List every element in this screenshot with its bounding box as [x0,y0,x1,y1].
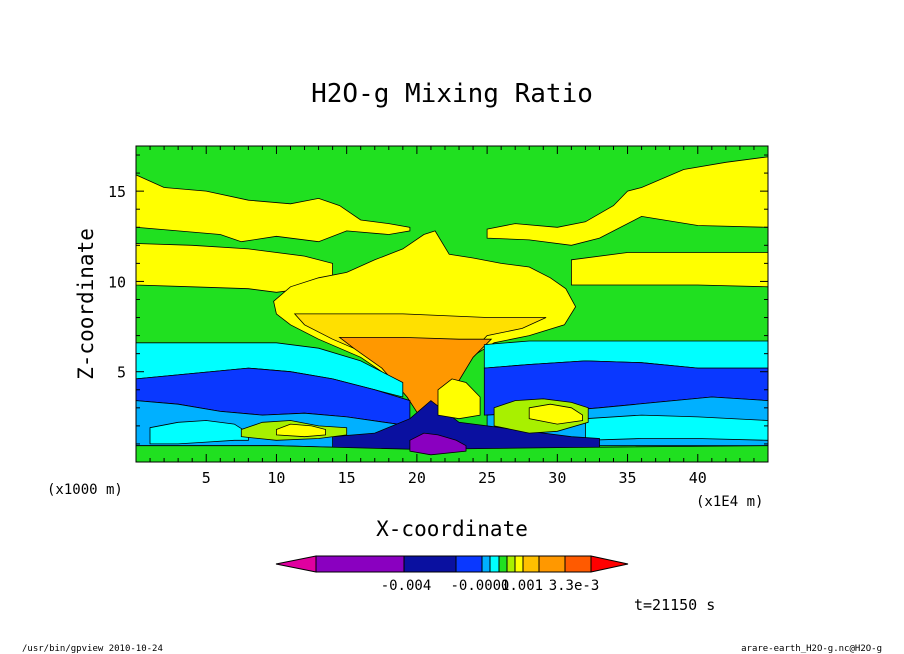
yellow-patch-left [276,423,326,438]
cyan-pool-left [149,420,249,445]
x-tick-label: 20 [408,469,426,487]
colorbar-swatch [514,555,524,573]
colorbar-swatch [403,555,457,573]
mid-yellow-right [571,252,769,288]
x-tick-label: 5 [202,469,211,487]
colorbar-arrow-left [275,555,317,573]
colorbar-arrow-right [590,555,629,573]
footer-left: /usr/bin/gpview 2010-10-24 [22,644,163,654]
colorbar-label: -0.0001 [450,578,509,594]
plot-frame [135,145,769,463]
x-unit-left: (x1000 m) [47,482,123,498]
x-axis-label: X-coordinate [376,517,528,541]
x-tick-label: 15 [338,469,356,487]
colorbar-swatch [538,555,566,573]
colorbar-swatch [315,555,405,573]
colorbar-label: -0.004 [381,578,432,594]
y-tick-label: 5 [117,364,126,382]
colorbar-legend [275,555,629,573]
x-tick-label: 35 [619,469,637,487]
colorbar-swatch [564,555,592,573]
x-unit-right: (x1E4 m) [696,494,763,510]
time-label: t=21150 s [634,596,715,614]
axis-ticks: 5 10 15 20 25 30 35 40 5 10 15 [108,146,768,487]
yellow-patch-right [528,403,583,425]
cyan-pool-right [585,414,769,441]
colorbar-swatch [506,555,516,573]
colorbar-label: 3.3e-3 [549,578,600,594]
purple-blob [409,432,467,456]
upper-yellow-left [135,174,411,243]
colorbar-label: 0.001 [501,578,543,594]
footer-right: arare-earth_H2O-g.nc@H2O-g [741,644,882,654]
y-tick-label: 10 [108,273,126,291]
contour-field [135,146,769,463]
colorbar-swatch [498,555,508,573]
x-tick-label: 40 [689,469,707,487]
x-tick-label: 30 [548,469,566,487]
colorbar-swatch [481,555,491,573]
colorbar-swatch [455,555,483,573]
y-tick-label: 15 [108,183,126,201]
x-tick-label: 25 [478,469,496,487]
y-axis-label: Z-coordinate [74,228,98,380]
x-tick-label: 10 [267,469,285,487]
chart-title: H2O-g Mixing Ratio [311,79,593,109]
yellow-cells-center [437,378,481,420]
colorbar-swatch [489,555,500,573]
upper-yellow-right [486,156,769,246]
colorbar-swatch [522,555,540,573]
